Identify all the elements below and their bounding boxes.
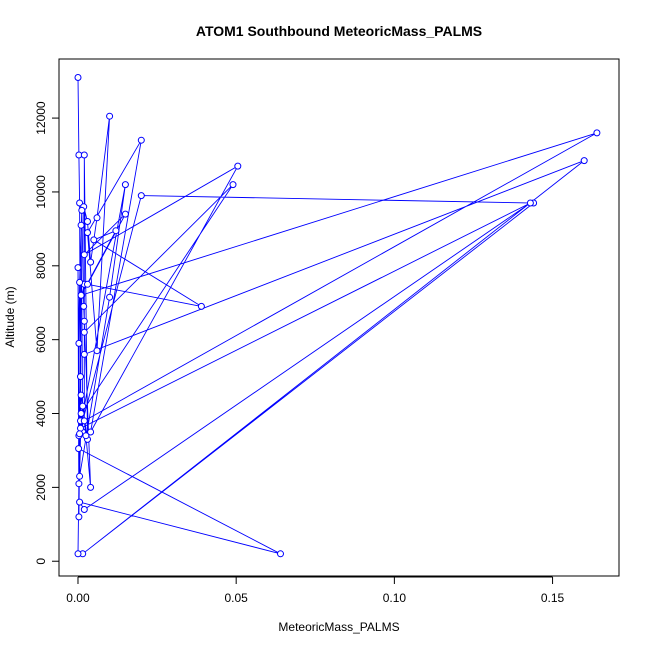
y-tick-label: 4000 (34, 400, 48, 427)
data-point (80, 151, 88, 159)
data-point (80, 417, 88, 425)
data-point (75, 339, 83, 347)
y-axis: 0 2000 4000 6000 8000 10000 12000 (34, 101, 60, 565)
data-point (75, 445, 83, 453)
data-point (87, 428, 95, 436)
data-point (80, 350, 88, 358)
x-tick-label: 0.00 (66, 591, 90, 605)
y-tick-label: 0 (34, 558, 48, 565)
data-point (112, 227, 120, 235)
data-point (76, 472, 84, 480)
series-layer (74, 74, 601, 558)
x-axis: 0.00 0.05 0.10 0.15 (66, 576, 565, 605)
data-point (77, 221, 85, 229)
data-point (137, 192, 145, 200)
data-point (77, 373, 84, 381)
y-tick-label: 6000 (34, 326, 48, 353)
data-point (77, 291, 85, 299)
data-point (80, 506, 88, 513)
data-point (106, 112, 114, 120)
data-point (77, 391, 85, 399)
data-point (87, 483, 95, 491)
data-point (580, 157, 588, 165)
data-point (75, 513, 83, 521)
data-point (74, 74, 82, 81)
x-axis-label: MeteoricMass_PALMS (278, 620, 399, 634)
data-point (87, 258, 95, 266)
data-point (74, 264, 82, 272)
y-tick-label: 2000 (34, 474, 48, 501)
data-point (137, 136, 145, 144)
data-point (74, 550, 82, 558)
data-point (93, 214, 101, 222)
x-tick-label: 0.10 (383, 591, 407, 605)
data-point (84, 280, 91, 288)
x-tick-label: 0.05 (224, 591, 248, 605)
data-point (77, 410, 85, 417)
data-point (277, 550, 284, 558)
data-point (526, 199, 534, 207)
y-axis-label: Altitude (m) (3, 286, 17, 347)
data-point (84, 229, 91, 237)
data-point (197, 302, 205, 310)
data-point (90, 236, 98, 244)
x-tick-label: 0.15 (541, 591, 565, 605)
data-point (80, 251, 88, 259)
data-point (593, 129, 601, 137)
chart-title: ATOM1 Southbound MeteoricMass_PALMS (196, 23, 482, 39)
data-point (121, 181, 129, 189)
data-point (84, 218, 91, 225)
data-point (76, 498, 84, 506)
data-point (229, 181, 237, 189)
data-point (80, 302, 88, 310)
data-point (80, 328, 88, 336)
data-point (82, 432, 90, 440)
data-point (75, 480, 83, 488)
data-point (93, 347, 101, 355)
data-point (234, 162, 242, 170)
data-point (76, 278, 84, 286)
series-line (77, 77, 598, 555)
y-tick-label: 12000 (34, 101, 48, 135)
data-point (77, 424, 84, 432)
data-point (106, 293, 114, 301)
data-point (76, 430, 84, 438)
data-point (79, 402, 87, 410)
data-point (121, 210, 129, 218)
data-point (78, 206, 86, 214)
y-tick-label: 10000 (34, 175, 48, 209)
y-tick-label: 8000 (34, 252, 48, 279)
data-point (80, 317, 88, 325)
